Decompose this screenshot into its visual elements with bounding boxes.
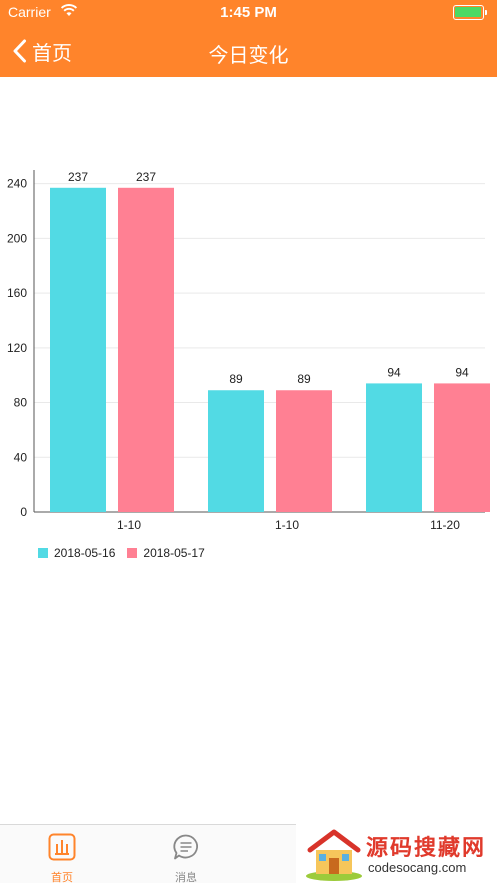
x-tick-label: 1-10 — [117, 518, 141, 530]
status-time: 1:45 PM — [220, 4, 277, 21]
legend-label: 2018-05-16 — [54, 546, 116, 560]
data-label: 89 — [297, 372, 311, 386]
tab-messages[interactable]: 消息 — [146, 825, 226, 883]
bar — [208, 390, 264, 512]
x-tick-label: 11-20 — [430, 518, 460, 530]
battery-icon — [453, 5, 487, 20]
tab-home-label: 首页 — [51, 872, 73, 883]
bar — [118, 187, 174, 512]
y-tick-label: 40 — [14, 450, 28, 464]
chevron-left-icon — [13, 39, 26, 63]
bar-chart: 0 40 80 120 160 200 240 237 237 1-10 89 89 1-10 94 94 1… — [7, 170, 490, 530]
y-tick-label: 0 — [20, 505, 27, 519]
data-label: 89 — [229, 372, 243, 386]
data-label: 237 — [68, 170, 88, 184]
data-label: 94 — [387, 365, 401, 379]
tab-home[interactable]: 首页 — [22, 825, 102, 883]
y-tick-label: 80 — [14, 396, 28, 410]
legend-label: 2018-05-17 — [143, 546, 205, 560]
watermark-logo: 源码搜藏网 codesocang.com — [296, 824, 497, 883]
tab-messages-label: 消息 — [175, 872, 197, 883]
legend-item: 2018-05-16 — [38, 546, 115, 560]
bar — [276, 390, 332, 512]
nav-bar: 首页 今日变化 — [0, 26, 497, 77]
bar — [50, 187, 106, 512]
y-tick-label: 200 — [7, 231, 27, 245]
data-label: 237 — [136, 170, 156, 184]
bar — [366, 383, 422, 512]
header: Carrier 1:45 PM 首页 今 — [0, 0, 497, 77]
legend-swatch — [38, 548, 48, 558]
house-icon — [306, 829, 362, 881]
chart-legend: 2018-05-16 2018-05-17 — [38, 545, 217, 561]
bar — [434, 383, 490, 512]
legend-item: 2018-05-17 — [127, 546, 205, 560]
status-bar: Carrier 1:45 PM — [0, 0, 497, 26]
page-title: 今日变化 — [208, 45, 289, 67]
message-icon — [173, 834, 198, 860]
back-button[interactable]: 首页 — [12, 37, 72, 65]
watermark-url: codesocang.com — [368, 860, 467, 875]
back-label: 首页 — [32, 42, 72, 65]
carrier-label: Carrier — [8, 4, 51, 20]
watermark-text: 源码搜藏网 — [366, 835, 487, 860]
x-tick-label: 1-10 — [275, 518, 299, 530]
wifi-icon — [60, 3, 78, 20]
legend-swatch — [127, 548, 138, 558]
y-tick-label: 240 — [7, 177, 27, 191]
y-tick-label: 160 — [7, 286, 27, 300]
chart-icon — [48, 833, 76, 861]
data-label: 94 — [455, 365, 469, 379]
y-tick-label: 120 — [7, 341, 27, 355]
